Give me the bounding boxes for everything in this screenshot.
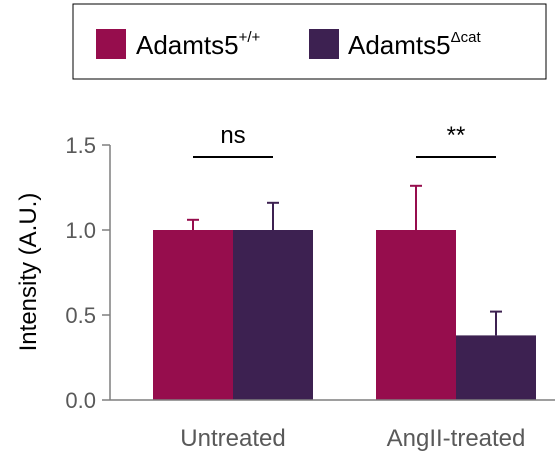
bar-1-2 xyxy=(376,230,456,400)
bar-2-2 xyxy=(456,335,536,400)
significance-label-1: ns xyxy=(220,122,245,149)
y-tick-label-0: 0.0 xyxy=(65,388,96,413)
legend: Adamts5+/+ Adamts5Δcat xyxy=(72,3,547,80)
significance-label-2: ** xyxy=(447,122,466,149)
y-tick-label-1: 0.5 xyxy=(65,303,96,328)
legend-swatch-series-1 xyxy=(96,29,126,59)
y-tick-label-3: 1.5 xyxy=(65,133,96,158)
bar-2-1 xyxy=(233,230,313,400)
x-tick-label-1: Untreated xyxy=(180,425,285,452)
x-tick-label-2: AngII-treated xyxy=(387,425,526,452)
legend-swatch-series-2 xyxy=(309,29,339,59)
y-tick-label-2: 1.0 xyxy=(65,218,96,243)
y-axis-title: Intensity (A.U.) xyxy=(15,193,42,352)
legend-label-series-1: Adamts5+/+ xyxy=(136,29,261,60)
bar-1-1 xyxy=(153,230,233,400)
plot-area: Untreated ns AngII-treated ** xyxy=(110,122,555,452)
y-axis: 0.0 0.5 1.0 1.5 xyxy=(65,133,111,413)
legend-label-series-2: Adamts5Δcat xyxy=(348,29,481,60)
